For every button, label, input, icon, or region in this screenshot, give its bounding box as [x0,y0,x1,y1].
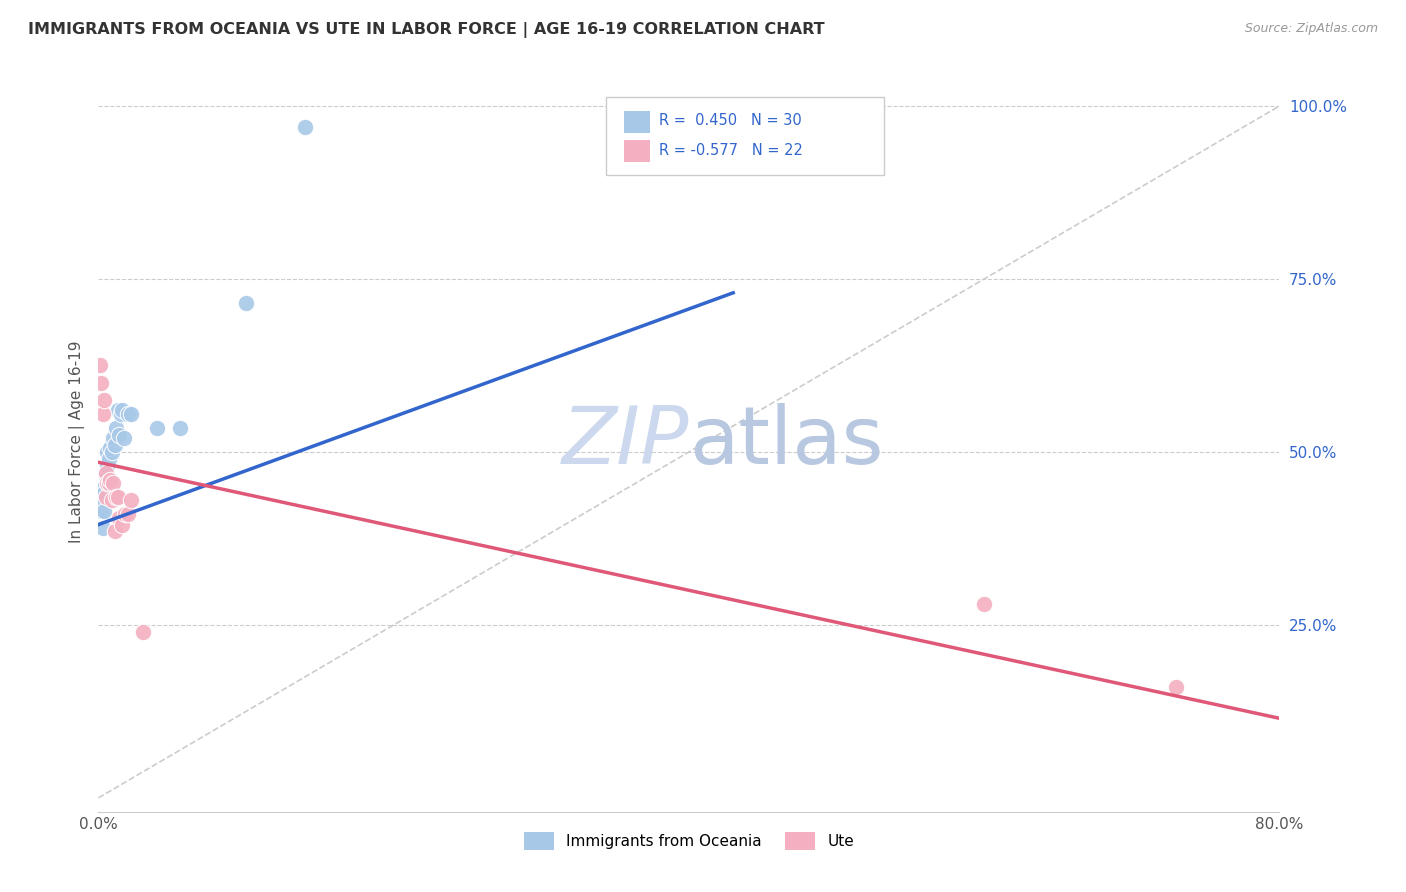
Point [90,376,112,390]
Point [94,469,117,483]
Point [94,466,117,480]
Point [104,438,127,452]
Point [108,510,131,524]
Point [114,507,136,521]
Point [90,504,112,518]
Point [105,420,128,434]
Point [89,359,111,373]
Point [100,493,122,508]
Text: R = -0.577   N = 22: R = -0.577 N = 22 [659,143,803,158]
Point [94,466,117,480]
Point [100,445,122,459]
Point [89,483,111,497]
Point [120,493,142,508]
Point [91,493,114,508]
Point [146,420,169,434]
Point [97,476,120,491]
Y-axis label: In Labor Force | Age 16-19: In Labor Force | Age 16-19 [69,340,84,543]
Point [90,490,112,504]
Point [105,490,128,504]
FancyBboxPatch shape [606,97,884,175]
Text: ZIP: ZIP [561,402,689,481]
Point [103,431,125,445]
Point [110,407,132,421]
Text: IMMIGRANTS FROM OCEANIA VS UTE IN LABOR FORCE | AGE 16-19 CORRELATION CHART: IMMIGRANTS FROM OCEANIA VS UTE IN LABOR … [28,22,825,38]
Point [107,403,129,417]
Point [103,476,125,491]
Point [111,403,134,417]
Point [93,486,115,500]
Text: R =  0.450   N = 30: R = 0.450 N = 30 [659,113,803,128]
Point [103,486,125,500]
Point [117,507,139,521]
Point [1166,680,1188,694]
Point [96,476,118,491]
Point [108,427,131,442]
Point [294,120,316,134]
Point [96,458,118,473]
Point [120,407,142,421]
Point [96,445,118,459]
Point [91,407,114,421]
Point [93,504,115,518]
Point [104,524,127,539]
Point [132,624,155,639]
Point [98,473,121,487]
Legend: Immigrants from Oceania, Ute: Immigrants from Oceania, Ute [517,826,860,856]
Point [93,392,115,407]
Point [235,296,257,310]
FancyBboxPatch shape [624,111,650,133]
Point [117,407,139,421]
Text: atlas: atlas [689,402,883,481]
Point [98,442,121,456]
FancyBboxPatch shape [624,140,650,162]
Point [973,597,995,611]
Point [97,451,120,466]
Point [107,490,129,504]
Point [98,473,121,487]
Point [91,521,114,535]
Text: Source: ZipAtlas.com: Source: ZipAtlas.com [1244,22,1378,36]
Point [111,517,134,532]
Point [169,420,191,434]
Point [94,490,117,504]
Point [112,431,135,445]
